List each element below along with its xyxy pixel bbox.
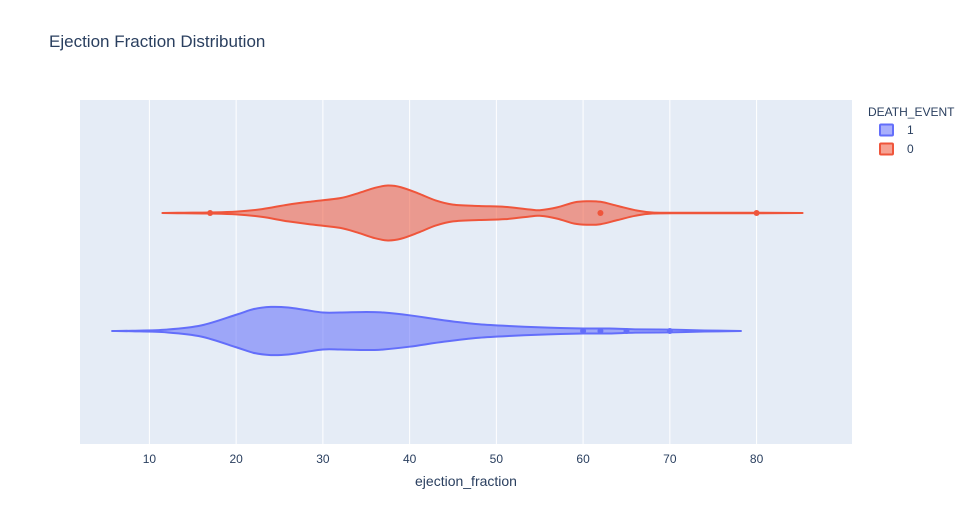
outlier-point[interactable]	[666, 328, 673, 334]
outlier-point[interactable]	[207, 210, 214, 216]
x-tick-label: 30	[316, 452, 330, 466]
legend-swatch	[879, 123, 894, 137]
x-tick-label: 40	[403, 452, 417, 466]
x-axis-ticks: 10 20 30 40 50 60 70 80	[143, 452, 764, 466]
violin-series-1[interactable]	[111, 305, 742, 357]
legend-label: 0	[907, 142, 914, 156]
outlier-point[interactable]	[597, 328, 604, 334]
outlier-point[interactable]	[623, 328, 630, 334]
legend-label: 1	[907, 123, 914, 137]
outlier-point[interactable]	[580, 328, 587, 334]
chart-title: Ejection Fraction Distribution	[49, 32, 266, 51]
violins	[111, 184, 804, 357]
legend-swatch	[879, 142, 894, 156]
outlier-point[interactable]	[597, 210, 604, 216]
x-tick-label: 50	[490, 452, 504, 466]
x-axis-title: ejection_fraction	[415, 473, 517, 489]
x-tick-label: 20	[229, 452, 243, 466]
legend[interactable]: DEATH_EVENT 1 0	[868, 105, 955, 156]
gridlines	[148, 100, 758, 444]
plot-background	[80, 100, 852, 444]
violin-series-0[interactable]	[161, 184, 804, 242]
legend-title: DEATH_EVENT	[868, 105, 955, 119]
legend-item-0[interactable]: 0	[879, 142, 914, 156]
x-tick-label: 10	[143, 452, 157, 466]
violin-shape-0[interactable]	[161, 184, 804, 242]
x-tick-label: 60	[576, 452, 590, 466]
violin-shape-1[interactable]	[111, 305, 742, 357]
outlier-point[interactable]	[753, 210, 760, 216]
x-tick-label: 80	[750, 452, 764, 466]
legend-item-1[interactable]: 1	[879, 123, 914, 137]
x-tick-label: 70	[663, 452, 677, 466]
